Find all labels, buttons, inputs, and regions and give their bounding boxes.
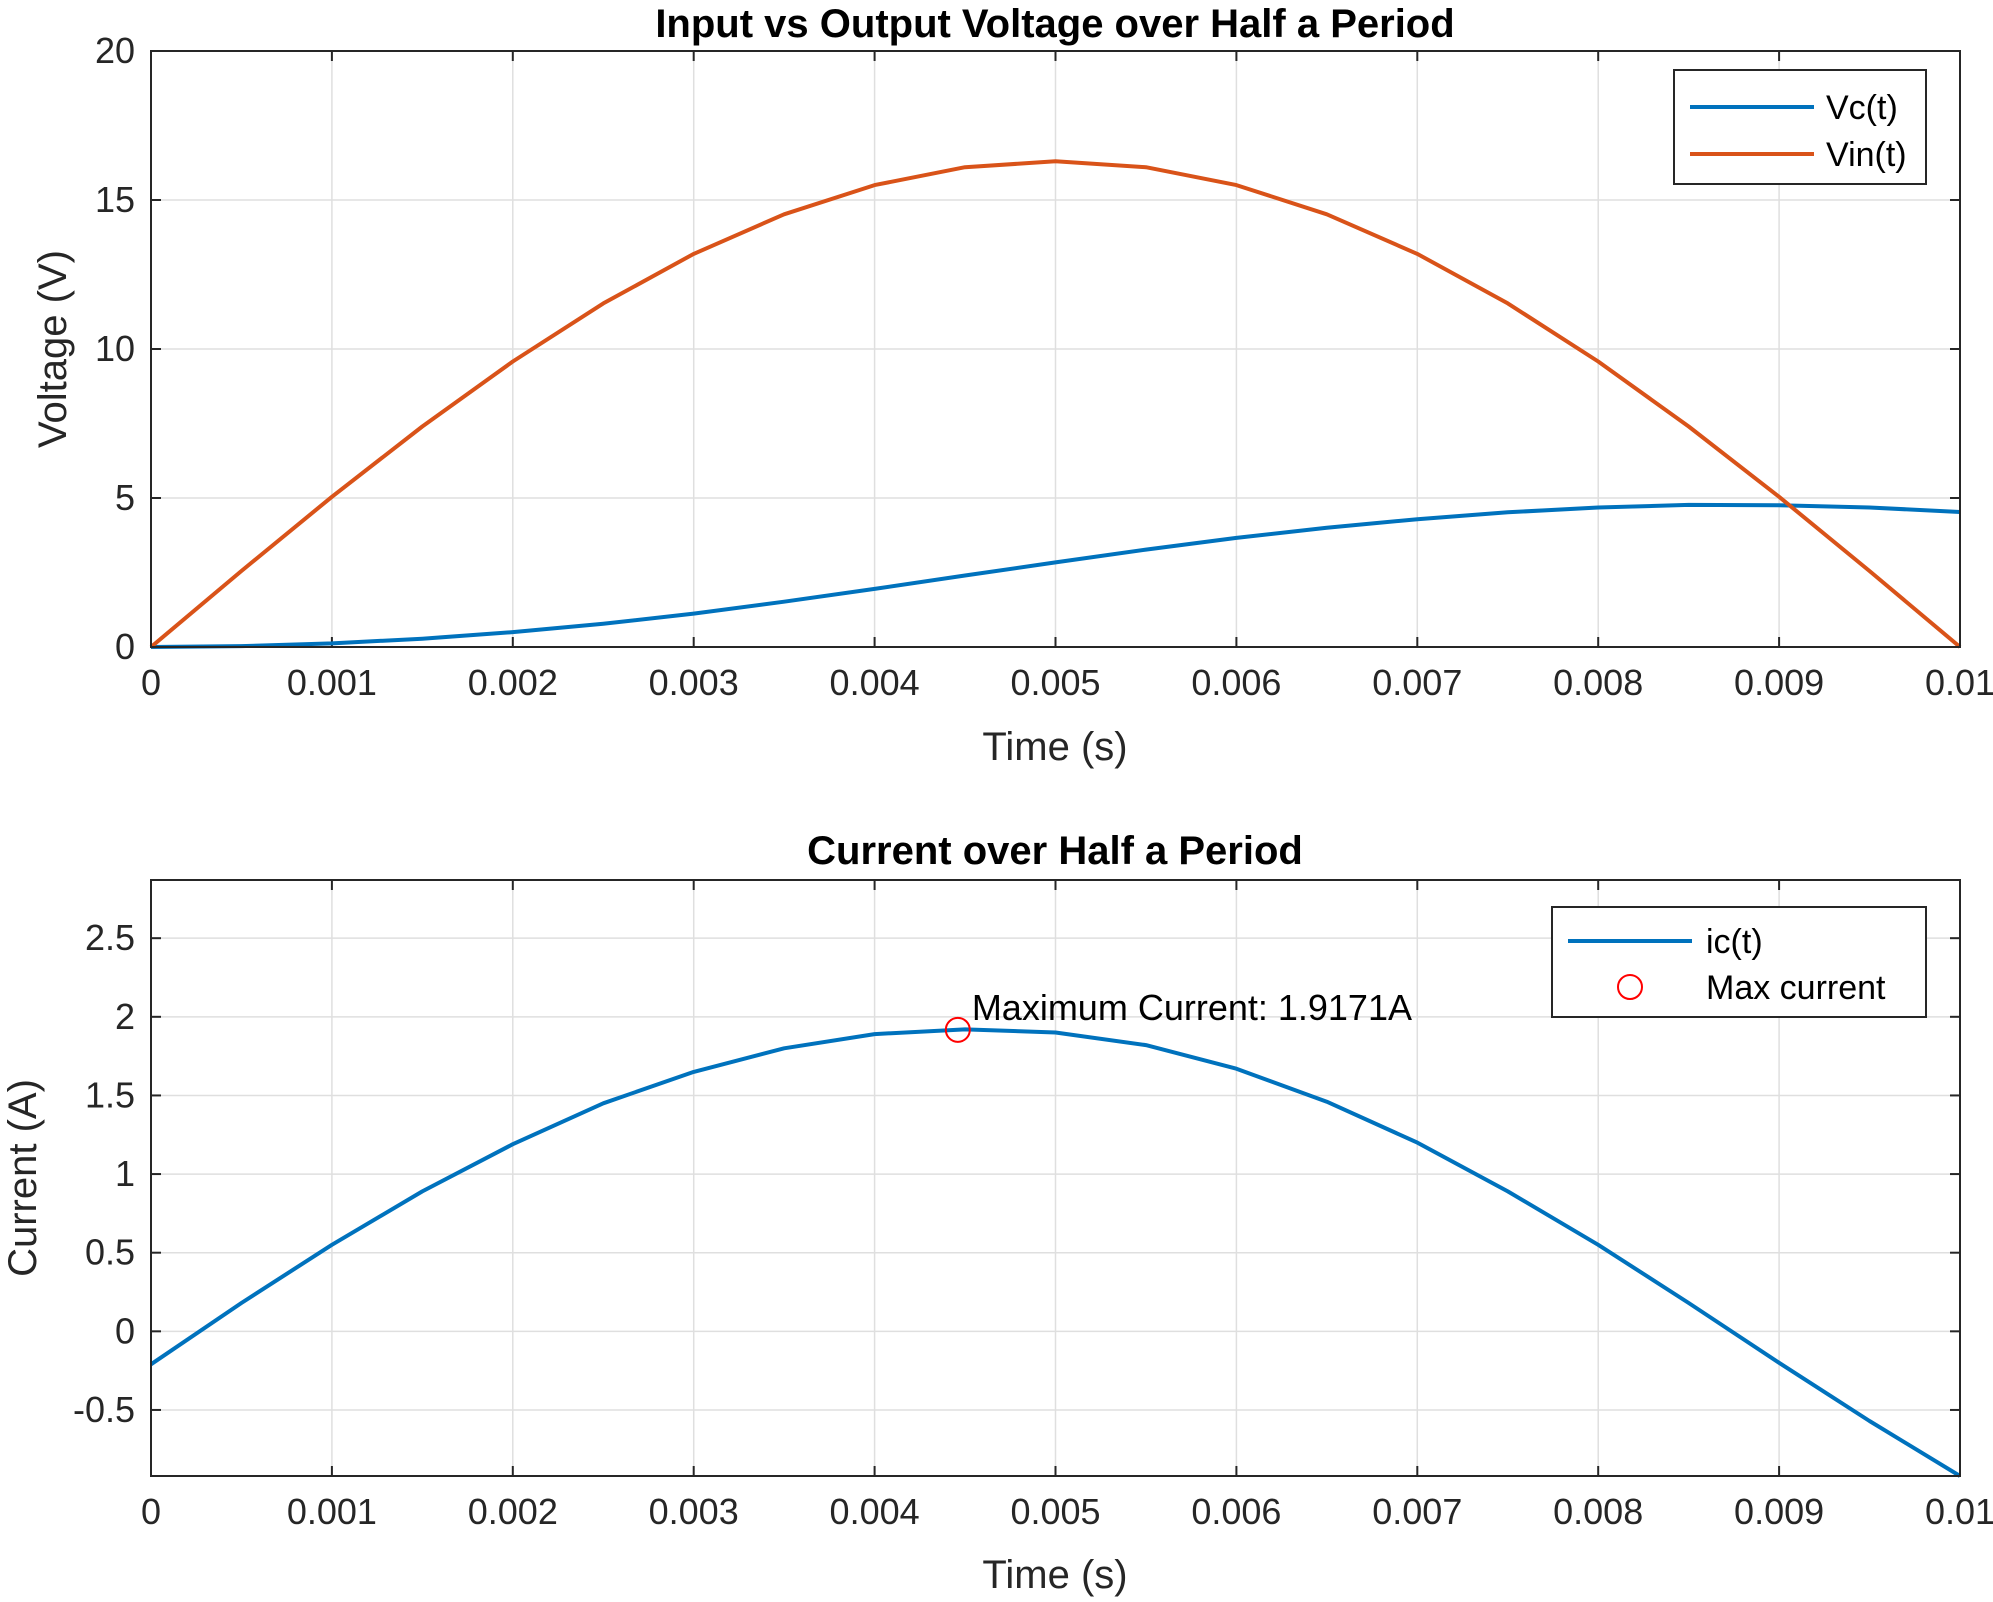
current-x-tick-label: 0.009	[1734, 1491, 1824, 1532]
legend-label-max-current: Max current	[1706, 969, 1886, 1007]
legend-swatch-max-current	[1617, 974, 1643, 1000]
voltage-y-tick-label: 0	[115, 626, 135, 667]
current-x-tick-label: 0	[141, 1491, 161, 1532]
current-y-tick-label: 2	[115, 996, 135, 1037]
current-x-tick-label: 0.007	[1372, 1491, 1462, 1532]
max-current-annotation: Maximum Current: 1.9171A	[972, 987, 1412, 1028]
current-y-tick-label: 2.5	[85, 917, 135, 958]
voltage-x-tick-label: 0.007	[1372, 662, 1462, 703]
voltage-legend: Vc(t) Vin(t)	[1673, 69, 1927, 185]
voltage-x-tick-label: 0.001	[287, 662, 377, 703]
current-y-tick-label: 1	[115, 1153, 135, 1194]
current-x-tick-label: 0.003	[649, 1491, 739, 1532]
current-x-axis-label: Time (s)	[982, 1553, 1127, 1597]
voltage-y-tick-label: 5	[115, 477, 135, 518]
voltage-x-tick-label: 0.008	[1553, 662, 1643, 703]
voltage-ticks: 0 0.001 0.002 0.003 0.004 0.005 0.006 0.007 0.00…	[95, 30, 1993, 703]
series-line-vin-t	[149, 159, 1962, 649]
voltage-y-tick-label: 10	[95, 328, 135, 369]
legend-label-vin: Vin(t)	[1826, 136, 1907, 174]
current-x-tick-label: 0.001	[287, 1491, 377, 1532]
current-chart-title: Current over Half a Period	[807, 829, 1303, 873]
voltage-x-tick-label: 0.009	[1734, 662, 1824, 703]
current-series: Maximum Current: 1.9171A	[149, 987, 1962, 1478]
voltage-x-tick-label: 0.005	[1010, 662, 1100, 703]
current-legend: ic(t) Max current	[1551, 906, 1927, 1018]
current-y-tick-label: 0	[115, 1310, 135, 1351]
series-line-ic-t	[149, 1027, 1962, 1478]
voltage-y-tick-label: 20	[95, 30, 135, 71]
current-x-tick-label: 0.008	[1553, 1491, 1643, 1532]
current-x-tick-label: 0.004	[830, 1491, 920, 1532]
current-y-tick-label: -0.5	[73, 1389, 135, 1430]
voltage-x-tick-label: 0.002	[468, 662, 558, 703]
voltage-chart-title: Input vs Output Voltage over Half a Peri…	[655, 2, 1454, 46]
legend-label-ic: ic(t)	[1706, 923, 1763, 961]
series-line-vc-t	[150, 502, 1961, 649]
current-x-tick-label: 0.002	[468, 1491, 558, 1532]
current-legend-box	[1551, 906, 1927, 1018]
voltage-series	[149, 159, 1962, 649]
voltage-y-axis-label: Voltage (V)	[31, 250, 75, 448]
current-y-axis-label: Current (A)	[1, 1079, 45, 1277]
current-y-tick-label: 1.5	[85, 1074, 135, 1115]
voltage-x-tick-label: 0.006	[1191, 662, 1281, 703]
voltage-x-tick-label: 0	[141, 662, 161, 703]
voltage-x-axis-label: Time (s)	[982, 725, 1127, 769]
voltage-y-tick-label: 15	[95, 179, 135, 220]
voltage-x-tick-label: 0.01	[1925, 662, 1993, 703]
max-current-marker	[944, 1016, 971, 1043]
current-x-tick-label: 0.01	[1925, 1491, 1993, 1532]
current-ticks: 0 0.001 0.002 0.003 0.004 0.005 0.006 0.007 0.00…	[73, 880, 1993, 1532]
voltage-x-tick-label: 0.004	[830, 662, 920, 703]
current-axes: 0 0.001 0.002 0.003 0.004 0.005 0.006 0.007 0.00…	[1, 829, 1993, 1597]
voltage-axes: 0 0.001 0.002 0.003 0.004 0.005 0.006 0.007 0.00…	[31, 2, 1993, 769]
current-y-tick-label: 0.5	[85, 1232, 135, 1273]
current-x-tick-label: 0.006	[1191, 1491, 1281, 1532]
legend-label-vc: Vc(t)	[1826, 89, 1898, 127]
voltage-x-tick-label: 0.003	[649, 662, 739, 703]
current-x-tick-label: 0.005	[1010, 1491, 1100, 1532]
voltage-legend-box	[1673, 69, 1927, 185]
current-axes-box	[150, 879, 1961, 1477]
voltage-axes-box	[150, 50, 1961, 648]
